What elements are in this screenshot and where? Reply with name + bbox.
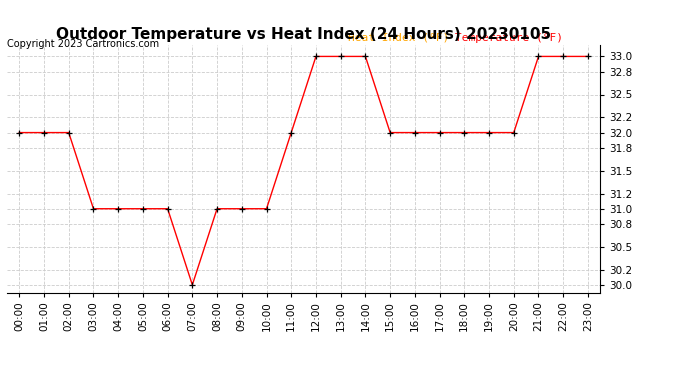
Text: Temperature (°F): Temperature (°F)	[455, 33, 563, 42]
Text: Heat Index (°F): Heat Index (°F)	[348, 33, 449, 42]
Title: Outdoor Temperature vs Heat Index (24 Hours) 20230105: Outdoor Temperature vs Heat Index (24 Ho…	[56, 27, 551, 42]
Text: Copyright 2023 Cartronics.com: Copyright 2023 Cartronics.com	[7, 39, 159, 50]
